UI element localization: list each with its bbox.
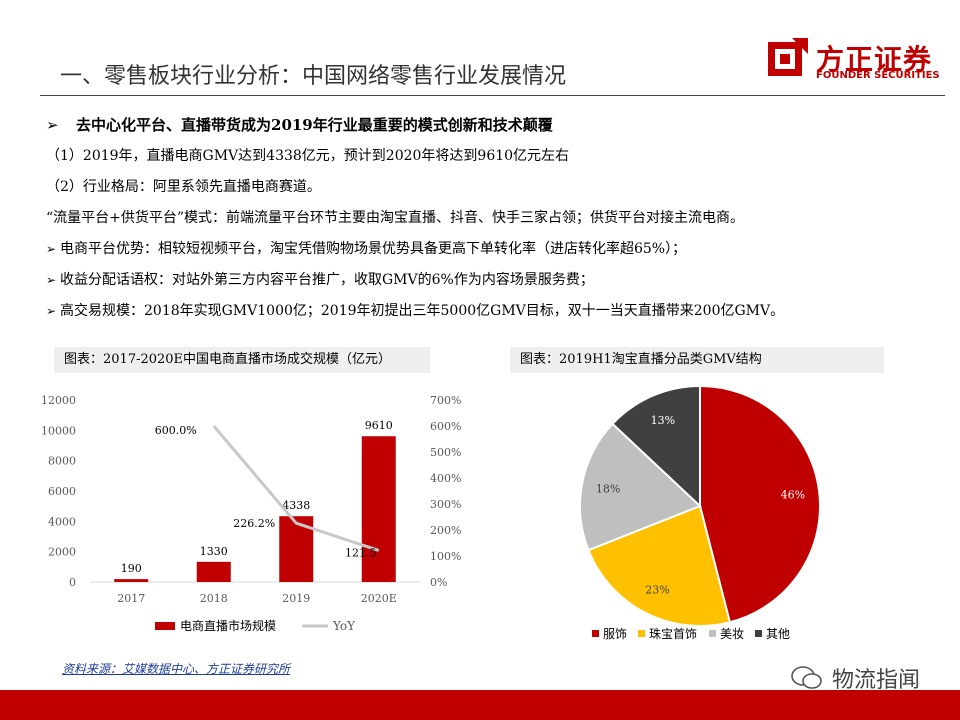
yoy-value-label: 121.5 [345, 546, 377, 559]
x-axis-tick-label: 2018 [200, 592, 228, 605]
chart1-title: 图表：2017-2020E中国电商直播市场成交规模（亿元） [54, 347, 430, 373]
yoy-value-label: 226.2% [233, 517, 275, 530]
legend-swatch [755, 630, 762, 637]
y2-axis-tick-label: 300% [430, 498, 461, 511]
legend-label: 美妆 [720, 627, 744, 641]
point-scale: ➢ 高交易规模：2018年实现GMV1000亿；2019年初提出三年5000亿GM… [46, 296, 946, 327]
y2-axis-tick-label: 0% [430, 576, 447, 589]
point-2: （2）行业格局：阿里系领先直播电商赛道。 [46, 179, 321, 195]
arrow-bullet-icon: ➢ [46, 116, 59, 134]
watermark-text: 物流指闻 [832, 668, 921, 693]
logo-text-cn: 方正证券 [816, 43, 933, 76]
wechat-icon [791, 666, 822, 689]
yoy-line [212, 425, 380, 552]
yoy-value-label: 600.0% [155, 424, 197, 437]
legend-label: 服饰 [603, 627, 627, 641]
y2-axis-tick-label: 700% [430, 394, 461, 407]
y-axis-tick-label: 8000 [48, 455, 76, 468]
legend-swatch [638, 630, 645, 637]
arrow-bullet-icon: ➢ [46, 242, 57, 256]
header-divider [40, 95, 945, 96]
x-axis-tick-label: 2020E [361, 592, 397, 605]
pie-slice-label: 18% [596, 482, 620, 495]
legend-swatch-bar [155, 622, 175, 630]
y2-axis-tick-label: 100% [430, 550, 461, 563]
gmv-bar-line-chart: 0 2000 4000 6000 8000 10000 12000 0% 100% 200% 300… [41, 394, 461, 633]
y2-axis-tick-label: 200% [430, 524, 461, 537]
founder-logo-mark-icon [768, 38, 808, 76]
bar-2018 [196, 561, 231, 582]
y2-axis-tick-label: 400% [430, 472, 461, 485]
bar-2020E [361, 436, 396, 582]
bar-value-label: 190 [121, 562, 142, 575]
x-axis-tick-label: 2017 [117, 592, 145, 605]
arrow-bullet-icon: ➢ [46, 273, 57, 287]
legend-label: YoY [332, 619, 356, 633]
page-title: 一、零售板块行业分析：中国网络零售行业发展情况 [60, 64, 567, 89]
source-note: 资料来源：艾媒数据中心、方正证券研究所 [62, 662, 291, 676]
pie-slice-珠宝首饰 [587, 504, 732, 627]
bar-value-label: 9610 [365, 419, 393, 432]
y-axis-tick-label: 6000 [48, 485, 76, 498]
point-model: “流量平台+供货平台”模式：前端流量平台环节主要由淘宝直播、抖音、快手三家占领；… [46, 210, 745, 226]
pie-slice-美妆 [579, 422, 702, 552]
y-axis-tick-label: 0 [69, 576, 76, 589]
bar-value-label: 4338 [282, 499, 310, 512]
legend-label: 电商直播市场规模 [180, 618, 276, 633]
bar-2017 [114, 579, 149, 582]
y-axis-tick-label: 12000 [41, 394, 76, 407]
point-revenue: ➢ 收益分配话语权：对站外第三方内容平台推广，收取GMV的6%作为内容场景服务费； [46, 265, 946, 296]
point-advantage: ➢ 电商平台优势：相较短视频平台，淘宝凭借购物场景优势具备更高下单转化率（进店转化… [46, 234, 946, 265]
chart2-title: 图表：2019H1淘宝直播分品类GMV结构 [510, 347, 884, 373]
point-1: （1）2019年，直播电商GMV达到4338亿元，预计到2020年将达到9610… [46, 148, 570, 164]
bar-value-label: 1330 [200, 545, 228, 558]
legend-swatch [709, 630, 716, 637]
pie-slice-label: 46% [781, 488, 805, 501]
headline-bullet: ➢ 去中心化平台、直播带货成为2019年行业最重要的模式创新和技术颠覆 [46, 110, 946, 141]
arrow-bullet-icon: ➢ [46, 304, 57, 318]
legend-swatch [592, 630, 599, 637]
y2-axis-tick-label: 500% [430, 446, 461, 459]
x-axis-tick-label: 2019 [282, 592, 310, 605]
logo-text-en: FOUNDER SECURITIES [816, 70, 940, 81]
category-pie-chart: 46% 23% 18% 13% 服饰 珠宝首饰 美妆 其他 [579, 384, 821, 641]
founder-logo: 方正证券 FOUNDER SECURITIES [768, 38, 940, 83]
y2-axis-tick-label: 600% [430, 420, 461, 433]
footer-band [0, 690, 960, 720]
y-axis-tick-label: 4000 [48, 515, 76, 528]
y-axis-tick-label: 2000 [48, 546, 76, 559]
y-axis-tick-label: 10000 [41, 424, 76, 437]
legend-label: 珠宝首饰 [649, 627, 697, 641]
pie-slice-服饰 [699, 384, 821, 624]
pie-slice-label: 23% [645, 583, 669, 596]
pie-slice-label: 13% [651, 414, 675, 427]
legend-label: 其他 [766, 627, 790, 641]
pie-slice-其他 [611, 384, 701, 509]
bullet-list: ➢ 去中心化平台、直播带货成为2019年行业最重要的模式创新和技术颠覆 （1）20… [46, 110, 946, 327]
